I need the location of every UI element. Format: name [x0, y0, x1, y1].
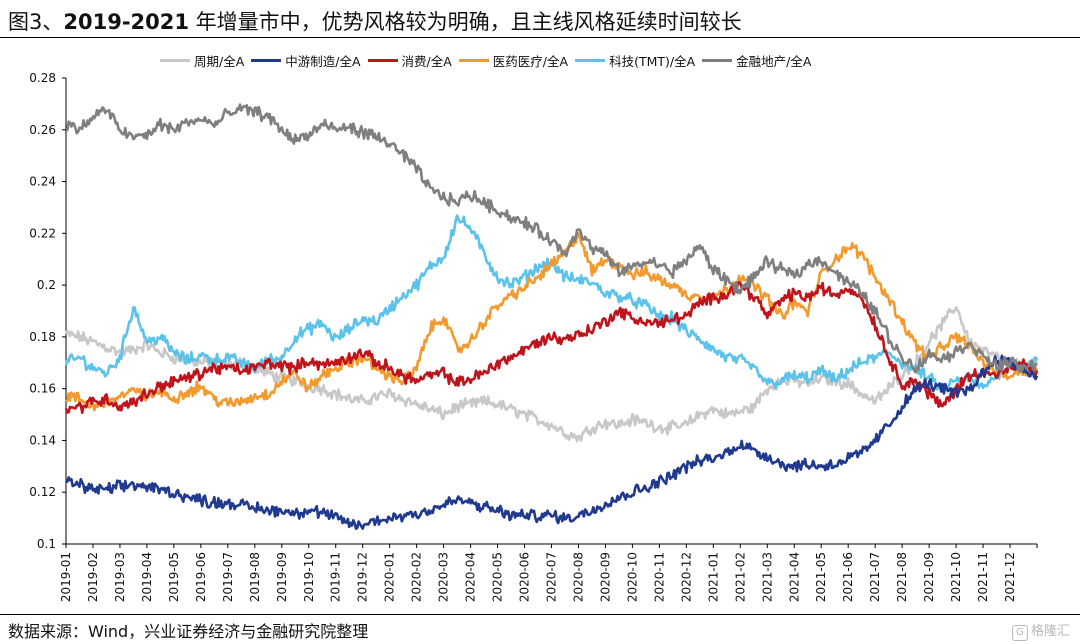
x-tick-label: 2019-12 [356, 552, 370, 602]
legend-swatch [251, 58, 282, 62]
watermark: G 格隆汇 [1011, 620, 1070, 641]
legend-label: 周期/全A [194, 53, 245, 69]
legend-label: 金融地产/全A [736, 53, 812, 69]
x-tick-label: 2019-02 [86, 552, 100, 602]
x-tick-label: 2021-11 [976, 552, 990, 602]
x-tick-label: 2021-07 [868, 552, 882, 602]
series-line-2 [65, 354, 1039, 530]
x-tick-label: 2021-09 [922, 552, 936, 602]
legend-swatch [160, 58, 190, 62]
title-years: 2019-2021 [63, 10, 189, 34]
x-tick-label: 2020-05 [491, 552, 505, 602]
legend-swatch [367, 58, 398, 62]
x-tick-label: 2019-11 [329, 552, 343, 602]
x-tick-label: 2019-09 [275, 552, 289, 602]
x-tick-label: 2020-01 [383, 552, 397, 602]
x-tick-label: 2020-04 [464, 552, 478, 602]
legend-swatch [702, 58, 733, 62]
legend-item-6: 金融地产/全A [702, 51, 811, 70]
x-tick-label: 2019-08 [248, 552, 262, 602]
legend-swatch [575, 58, 606, 62]
x-tick-label: 2019-06 [194, 552, 208, 602]
title-prefix: 图3、 [8, 10, 64, 34]
x-tick-label: 2021-01 [706, 552, 720, 602]
line-chart: 0.1 0.12 0.14 0.16 0.18 0.2 0.22 0.24 0.26 0.28 20… [29, 71, 1039, 602]
y-tick-label: 0.2 [37, 278, 56, 292]
legend-label: 中游制造/全A [285, 53, 361, 69]
y-tick-label: 0.18 [29, 330, 56, 344]
y-tick-label: 0.1 [37, 537, 56, 551]
series-line-3 [64, 281, 1039, 414]
legend-label: 科技(TMT)/全A [609, 53, 696, 69]
x-tick-label: 2020-02 [410, 552, 424, 602]
legend-swatch [458, 58, 489, 62]
x-tick-label: 2020-06 [518, 552, 532, 602]
x-tick-label: 2019-03 [113, 552, 127, 602]
title-text: 年增量市中，优势风格较为明确，且主线风格延续时间较长 [189, 10, 742, 34]
y-tick-label: 0.26 [29, 123, 56, 137]
x-tick-label: 2020-12 [679, 552, 693, 602]
series-line-4 [65, 232, 1039, 412]
y-tick-label: 0.22 [29, 226, 56, 240]
legend-item-3: 消费/全A [367, 51, 452, 70]
chart-title: 图3、2019-2021 年增量市中，优势风格较为明确，且主线风格延续时间较长 [8, 6, 742, 36]
chart-legend: 周期/全A 中游制造/全A 消费/全A 医药医疗/全A 科技(TMT)/全A 金融地产/全… [160, 50, 818, 70]
x-tick-label: 2021-06 [841, 552, 855, 602]
x-tick-label: 2019-04 [140, 552, 154, 602]
legend-item-1: 周期/全A [160, 51, 244, 70]
x-tick-label: 2020-08 [571, 552, 585, 602]
source-note: 数据来源：Wind，兴业证券经济与金融研究院整理 [8, 622, 369, 641]
x-tick-label: 2021-02 [733, 552, 747, 602]
legend-item-4: 医药医疗/全A [458, 51, 569, 70]
x-tick-label: 2021-04 [787, 552, 801, 602]
legend-item-5: 科技(TMT)/全A [575, 51, 695, 70]
footer-divider [0, 614, 1080, 615]
x-tick-label: 2021-03 [760, 552, 774, 602]
x-tick-label: 2020-11 [652, 552, 666, 602]
y-tick-label: 0.12 [29, 485, 56, 499]
watermark-text: 格隆汇 [1030, 624, 1070, 639]
x-tick-label: 2021-05 [814, 552, 828, 602]
y-tick-label: 0.24 [29, 175, 56, 189]
x-tick-label: 2019-10 [302, 552, 316, 602]
x-tick-label: 2021-08 [895, 552, 909, 602]
x-tick-label: 2019-05 [167, 552, 181, 602]
x-tick-label: 2020-07 [545, 552, 559, 602]
legend-label: 医药医疗/全A [492, 53, 569, 69]
x-tick-label: 2021-12 [1003, 552, 1017, 602]
title-divider [0, 37, 1080, 38]
y-tick-label: 0.14 [29, 433, 56, 447]
x-tick-label: 2020-09 [598, 552, 612, 602]
legend-item-2: 中游制造/全A [251, 51, 361, 70]
y-tick-label: 0.16 [29, 382, 56, 396]
watermark-logo-icon: G [1011, 625, 1028, 641]
x-tick-label: 2019-07 [221, 552, 235, 602]
x-tick-label: 2019-01 [59, 552, 73, 602]
series-line-6 [66, 103, 1039, 374]
legend-label: 消费/全A [401, 53, 452, 69]
x-tick-label: 2020-10 [625, 552, 639, 602]
x-tick-label: 2021-10 [949, 552, 963, 602]
x-tick-label: 2020-03 [437, 552, 451, 602]
y-tick-label: 0.28 [29, 71, 56, 85]
